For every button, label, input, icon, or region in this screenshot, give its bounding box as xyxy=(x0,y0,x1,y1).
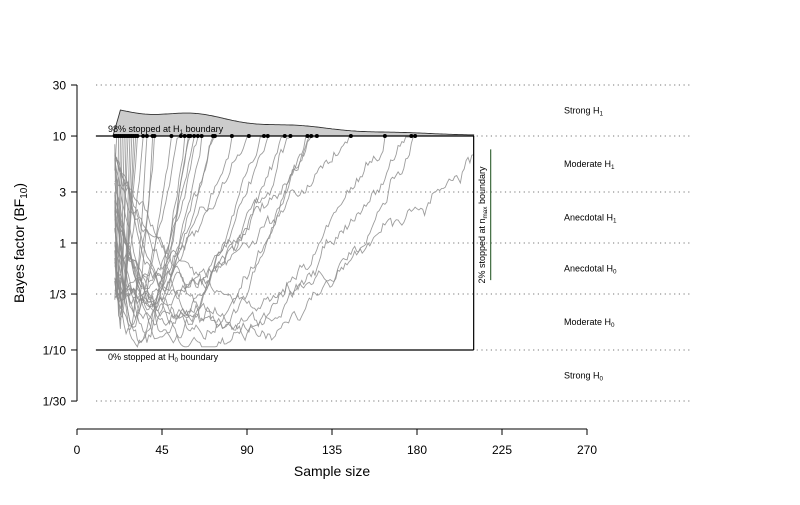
bf-trajectory-19 xyxy=(114,137,186,343)
stopping-point-30 xyxy=(265,134,270,139)
y-tick-label-6: 1/30 xyxy=(43,395,67,409)
stopping-point-32 xyxy=(288,134,293,139)
evidence-label-1: Moderate H1 xyxy=(564,159,615,171)
x-tick-label-6: 270 xyxy=(577,443,597,457)
evidence-label-3: Anecdotal H0 xyxy=(564,264,617,276)
bf-trajectory-38 xyxy=(114,136,412,331)
bf-trajectory-33 xyxy=(114,136,308,330)
evidence-label-2: Anecdotal H1 xyxy=(564,212,617,224)
bf-trajectory-18 xyxy=(114,136,181,327)
stopping-density xyxy=(112,109,475,137)
stopping-point-12 xyxy=(135,134,140,139)
stopping-point-31 xyxy=(282,134,287,139)
stopping-point-17 xyxy=(169,134,174,139)
stopping-point-27 xyxy=(229,134,234,139)
y-tick-label-5: 1/10 xyxy=(43,343,67,357)
stopping-point-28 xyxy=(246,134,251,139)
bf-trajectory-31 xyxy=(114,136,285,291)
x-tick-label-4: 180 xyxy=(407,443,427,457)
stopping-point-14 xyxy=(144,134,149,139)
stopping-point-39 xyxy=(413,134,418,139)
stopping-point-16 xyxy=(152,134,157,139)
stopping-density-area xyxy=(112,109,475,137)
bf-trajectory-34 xyxy=(114,136,312,340)
upper-stop-annotation: 98% stopped at H1 boundary xyxy=(108,124,224,136)
evidence-label-5: Strong H0 xyxy=(564,370,604,382)
stopping-point-23 xyxy=(195,134,200,139)
stopping-point-22 xyxy=(192,134,197,139)
y-tick-label-2: 3 xyxy=(59,185,66,199)
axes: 30 10 3 1 1/3 1/10 1/30 0 45 90 135 180 225 270 Sample… xyxy=(11,79,597,480)
stopping-point-24 xyxy=(199,134,204,139)
x-axis-title: Sample size xyxy=(294,463,370,479)
bf-trajectory-30 xyxy=(114,136,269,326)
stopping-point-36 xyxy=(348,134,353,139)
y-tick-label-4: 1/3 xyxy=(49,288,66,302)
bf-trajectory-37 xyxy=(114,137,386,312)
x-tick-label-0: 0 xyxy=(74,443,81,457)
y-tick-label-3: 1 xyxy=(59,237,66,251)
stopping-point-29 xyxy=(262,134,266,139)
bf-trajectory-22 xyxy=(114,137,195,309)
y-tick-label-0: 30 xyxy=(53,79,67,93)
stopping-point-37 xyxy=(382,134,387,139)
evidence-label-0: Strong H1 xyxy=(564,106,604,118)
bf-trajectory-40 xyxy=(114,154,474,348)
stopping-point-33 xyxy=(305,134,310,139)
annotations: 98% stopped at H1 boundary 0% stopped at … xyxy=(108,106,617,383)
bf-trajectory-29 xyxy=(114,136,264,344)
lower-stop-annotation: 0% stopped at H0 boundary xyxy=(108,352,219,364)
stopping-points xyxy=(112,134,418,139)
stopping-point-26 xyxy=(212,134,217,139)
stopping-point-34 xyxy=(309,134,314,139)
y-tick-label-1: 10 xyxy=(53,130,67,144)
nmax-stop-annotation: 2% stopped at nmax boundary xyxy=(477,166,489,283)
bf-trajectory-24 xyxy=(114,137,203,326)
x-tick-label-2: 90 xyxy=(240,443,254,457)
bf-trajectory-32 xyxy=(114,136,291,340)
x-tick-label-1: 45 xyxy=(155,443,169,457)
bf-trajectories xyxy=(114,136,474,348)
stopping-point-38 xyxy=(409,134,414,139)
bf-trajectory-27 xyxy=(114,137,233,308)
stopping-point-21 xyxy=(188,134,193,139)
evidence-label-4: Moderate H0 xyxy=(564,317,615,329)
x-tick-label-3: 135 xyxy=(322,443,342,457)
bf-trajectory-35 xyxy=(114,136,317,307)
stopping-point-13 xyxy=(141,134,146,139)
stopping-point-35 xyxy=(314,134,319,139)
x-tick-label-5: 225 xyxy=(492,443,512,457)
bf-trajectory-21 xyxy=(114,136,191,344)
stopping-point-18 xyxy=(178,134,183,139)
y-axis-title: Bayes factor (BF10) xyxy=(11,183,30,303)
bf-trajectory-39 xyxy=(114,136,416,342)
bf-trajectory-36 xyxy=(114,136,351,295)
stopping-point-19 xyxy=(182,134,187,139)
